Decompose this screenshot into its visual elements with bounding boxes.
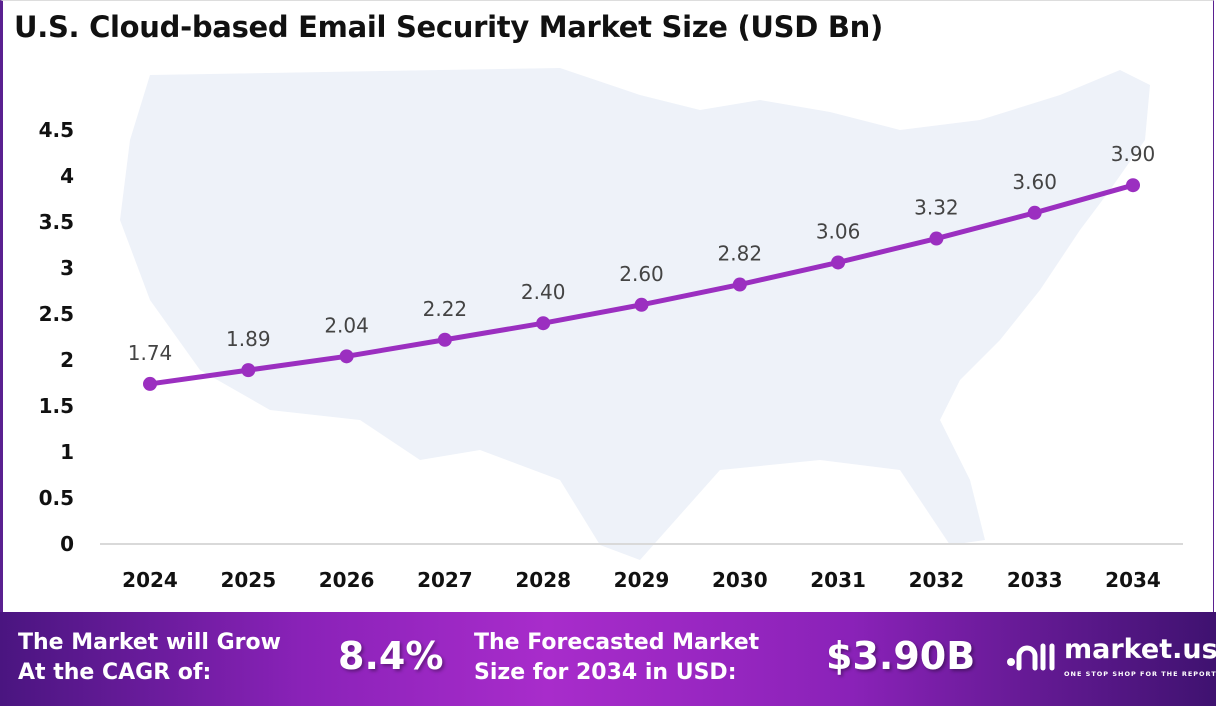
data-label: 1.89 <box>226 327 271 351</box>
data-point <box>143 376 157 391</box>
data-label: 3.90 <box>1111 142 1156 166</box>
x-tick-label: 2030 <box>712 568 768 592</box>
forecast-label-line2: Size for 2034 in USD: <box>474 660 737 685</box>
x-tick-label: 2025 <box>220 568 276 592</box>
data-point <box>929 231 944 246</box>
data-point <box>634 297 649 312</box>
data-point <box>241 363 256 378</box>
data-point <box>536 316 551 331</box>
data-label: 3.06 <box>816 219 861 243</box>
us-map-watermark <box>120 68 1150 560</box>
y-tick-label: 1.5 <box>39 394 74 418</box>
market-us-logo-icon <box>1007 643 1055 671</box>
cagr-label-line1: The Market will Grow <box>18 630 281 655</box>
y-tick-label: 0 <box>60 532 74 556</box>
footer-banner: The Market will Grow At the CAGR of: 8.4… <box>0 612 1216 706</box>
data-label: 2.22 <box>423 297 468 321</box>
data-point <box>437 332 452 347</box>
data-point <box>1027 205 1042 220</box>
data-label: 3.32 <box>914 196 959 220</box>
x-tick-label: 2029 <box>614 568 670 592</box>
chart-title: U.S. Cloud-based Email Security Market S… <box>14 10 883 44</box>
data-label: 2.82 <box>718 242 763 266</box>
data-label: 2.04 <box>324 313 369 337</box>
data-point <box>831 255 846 270</box>
data-point <box>732 277 747 292</box>
y-tick-label: 4 <box>60 164 74 188</box>
x-tick-label: 2031 <box>810 568 866 592</box>
cagr-label-line2: At the CAGR of: <box>18 660 212 685</box>
data-label: 2.40 <box>521 280 566 304</box>
data-label: 3.60 <box>1012 170 1057 194</box>
market-us-logo: market.us ONE STOP SHOP FOR THE REPORTS <box>1006 634 1216 684</box>
y-tick-label: 4.5 <box>39 118 74 142</box>
forecast-label-line1: The Forecasted Market <box>474 630 760 655</box>
y-tick-label: 3.5 <box>39 210 74 234</box>
logo-name: market.us <box>1064 634 1216 665</box>
y-tick-label: 1 <box>60 440 74 464</box>
y-tick-label: 3 <box>60 256 74 280</box>
x-tick-label: 2034 <box>1105 568 1161 592</box>
x-tick-label: 2027 <box>417 568 473 592</box>
x-tick-label: 2026 <box>319 568 375 592</box>
data-label: 2.60 <box>619 262 664 286</box>
data-point <box>339 349 354 364</box>
line-chart: 0 0.5 1 1.5 2 2.5 3 3.5 4 4.5 2024 2025 2026 2027 202… <box>39 68 1183 592</box>
data-point <box>1126 178 1140 193</box>
y-tick-label: 0.5 <box>39 486 74 510</box>
cagr-value: 8.4% <box>338 634 444 678</box>
x-tick-label: 2032 <box>909 568 965 592</box>
y-tick-label: 2 <box>60 348 74 372</box>
x-tick-label: 2024 <box>122 568 178 592</box>
y-tick-label: 2.5 <box>39 302 74 326</box>
forecast-value: $3.90B <box>826 634 976 678</box>
chart-frame <box>0 0 1214 612</box>
data-label: 1.74 <box>128 341 173 365</box>
x-tick-label: 2033 <box>1007 568 1063 592</box>
logo-tagline: ONE STOP SHOP FOR THE REPORTS <box>1064 670 1216 678</box>
x-tick-label: 2028 <box>515 568 571 592</box>
